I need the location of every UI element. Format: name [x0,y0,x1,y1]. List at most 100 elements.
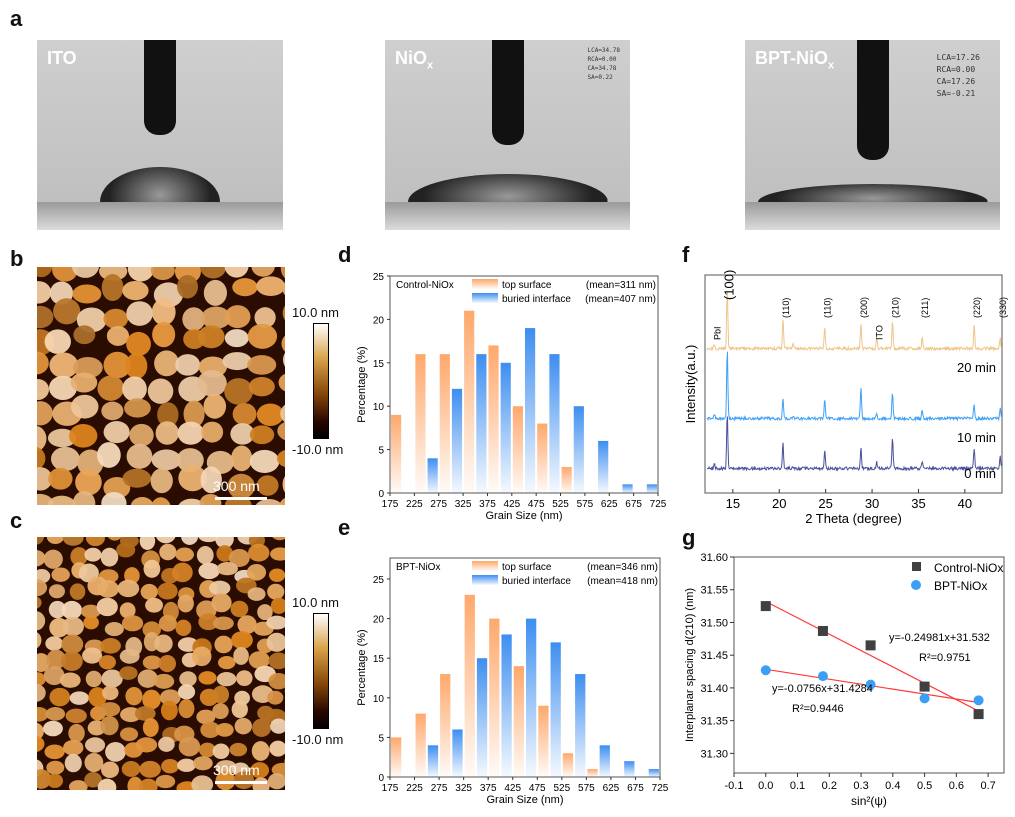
afm-grain [100,547,119,567]
y-tick-label: 31.35 [700,716,728,728]
y-tick-label: 5 [378,733,384,744]
x-axis-label: 2 Theta (degree) [805,511,902,526]
afm-grain [37,281,52,304]
colorbar-max: 10.0 nm [292,595,339,610]
afm-grain [37,467,53,491]
afm-grain [44,744,65,760]
peak-label: (110) [823,298,833,318]
colorbar-min: -10.0 nm [292,732,344,747]
x-tick-label: 25 [818,496,832,511]
afm-grain [157,402,179,428]
afm-grain [277,421,285,441]
afm-grain [37,537,45,545]
bar [427,458,438,493]
afm-grain [127,776,143,790]
peak-label: ITO [875,325,885,340]
afm-grain [119,602,136,619]
x-tick-label: 425 [503,499,520,510]
afm-grain [49,352,79,379]
readout-line: LCA=34.78 [587,47,620,54]
afm-grain [279,497,285,505]
data-point [973,695,984,706]
afm-grain [43,720,63,737]
panel-label-b: b [10,246,24,271]
afm-grain [151,497,171,505]
afm-grain [250,762,270,779]
afm-grain [270,597,285,614]
afm-grain [160,700,178,721]
afm-grain [280,404,285,423]
xrd-pattern [706,351,1002,422]
bar [550,642,561,777]
afm-grain [77,449,104,477]
substrate [385,202,630,230]
afm-grain [182,307,206,332]
afm-grain [158,614,177,632]
panel-label-g: g [682,525,696,550]
afm-grain [215,771,236,790]
afm-grain [159,543,177,561]
afm-grain [142,718,159,737]
afm-grain [179,671,197,687]
afm-grain [158,736,175,752]
afm-grain [105,742,126,762]
x-tick-label: 575 [578,783,595,794]
x-tick-label: 575 [577,499,594,510]
afm-grain [272,537,285,541]
x-axis-label: Grain Size (nm) [486,794,563,806]
afm-grain [126,331,151,356]
colorbar [313,323,329,439]
sample-label: BPT-NiOx [396,562,440,573]
readout-line: CA=34.78 [587,65,617,72]
afm-grain [122,280,149,301]
fit-line [765,668,979,704]
afm-grain [176,274,198,299]
afm-grain [129,423,154,447]
afm-grain [212,743,230,760]
afm-grain [46,649,66,670]
afm-grain [80,604,101,619]
afm-grain [84,752,104,773]
afm-grain [269,740,285,757]
bar [464,594,475,777]
xrd-pattern [706,292,1002,352]
afm-grain [106,326,130,346]
afm-grain [175,619,192,636]
bar [391,414,402,493]
afm-grain [99,702,121,717]
afm-grain [224,378,254,405]
afm-grain [230,600,249,618]
afm-grain [198,671,217,685]
afm-grain [232,403,257,426]
afm-grain [216,672,237,687]
bar [439,354,450,493]
afm-grain [229,742,248,757]
bar [440,674,451,777]
afm-grain [37,611,46,631]
afm-grain [49,687,71,707]
afm-grain [159,689,181,706]
afm-grain [37,735,45,752]
afm-grain [222,352,252,371]
afm-grain [270,718,285,734]
afm-grain [251,741,270,761]
x-tick-label: 625 [601,499,618,510]
afm-grain [268,652,285,670]
afm-grain [178,684,196,700]
needle [856,40,889,160]
legend-mean: (mean=311 nm) [586,280,656,291]
bar [501,634,512,777]
afm-grain [48,375,77,401]
readout-line: SA=0.22 [587,74,613,81]
bar [599,745,610,777]
peak-label: (110) [781,298,791,318]
legend-label: top surface [502,562,552,573]
afm-grain [119,666,138,680]
afm-grain [121,761,141,777]
x-tick-label: 675 [625,499,642,510]
bar [525,328,536,493]
afm-grain [158,655,177,673]
x-tick-label: 375 [479,499,496,510]
afm-grain [69,423,98,448]
afm-grain [281,335,285,352]
